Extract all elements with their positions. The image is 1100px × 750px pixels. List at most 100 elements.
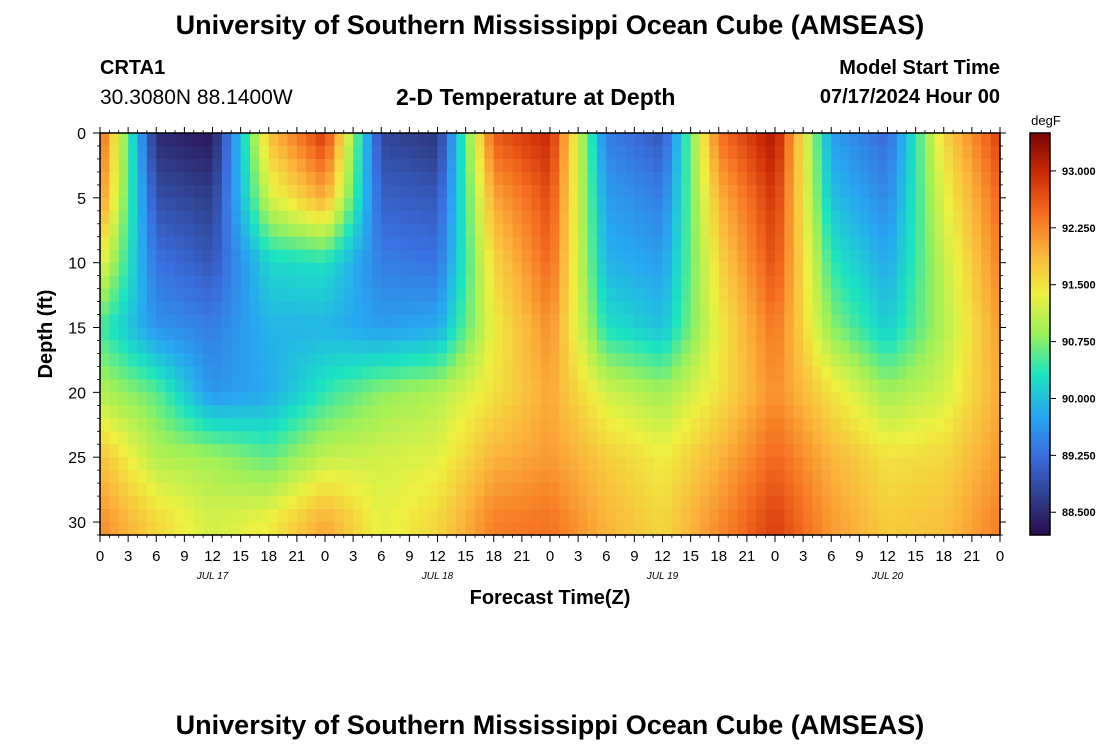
- heatmap-cell: [296, 184, 307, 199]
- heatmap-cell: [756, 171, 767, 186]
- heatmap-cell: [681, 470, 692, 484]
- heatmap-cell: [606, 236, 617, 251]
- heatmap-cell: [793, 171, 804, 186]
- heatmap-cell: [521, 431, 532, 445]
- heatmap-cell: [268, 223, 279, 238]
- heatmap-cell: [184, 327, 195, 342]
- heatmap-cell: [400, 145, 410, 160]
- heatmap-cell: [428, 275, 439, 290]
- heatmap-cell: [812, 197, 823, 212]
- heatmap-cell: [803, 275, 814, 290]
- heatmap-cell: [765, 340, 776, 355]
- heatmap-cell: [625, 249, 635, 264]
- heatmap-cell: [493, 418, 504, 432]
- heatmap-cell: [446, 379, 457, 393]
- heatmap-cell: [840, 379, 851, 393]
- heatmap-cell: [568, 262, 579, 277]
- heatmap-cell: [221, 509, 232, 523]
- heatmap-cell: [690, 262, 701, 277]
- heatmap-cell: [371, 340, 382, 355]
- heatmap-cell: [671, 379, 682, 393]
- heatmap-cell: [756, 145, 767, 160]
- heatmap-cell: [231, 470, 242, 484]
- heatmap-cell: [381, 171, 392, 186]
- heatmap-cell: [775, 509, 785, 523]
- heatmap-cell: [765, 275, 776, 290]
- x-tick-label: 0: [546, 548, 554, 565]
- heatmap-cell: [606, 210, 617, 225]
- heatmap-cell: [193, 210, 204, 225]
- heatmap-cell: [418, 314, 429, 329]
- heatmap-cell: [418, 457, 429, 471]
- heatmap-cell: [109, 210, 120, 225]
- heatmap-cell: [278, 340, 289, 355]
- heatmap-cell: [962, 171, 973, 186]
- heatmap-cell: [381, 133, 392, 147]
- heatmap-cell: [175, 405, 185, 419]
- x-tick-label: 3: [574, 548, 582, 565]
- heatmap-cell: [925, 327, 935, 342]
- heatmap-cell: [803, 184, 814, 199]
- heatmap-cell: [259, 314, 270, 329]
- heatmap-cell: [109, 288, 120, 303]
- heatmap-cell: [512, 431, 523, 445]
- heatmap-cell: [175, 444, 185, 458]
- heatmap-cell: [353, 145, 364, 160]
- heatmap-cell: [850, 353, 860, 368]
- heatmap-cell: [231, 405, 242, 419]
- heatmap-cell: [409, 171, 420, 186]
- heatmap-cell: [278, 262, 289, 277]
- heatmap-cell: [728, 145, 739, 160]
- heatmap-cell: [231, 353, 242, 368]
- heatmap-cell: [231, 379, 242, 393]
- heatmap-cell: [371, 223, 382, 238]
- heatmap-cell: [306, 171, 317, 186]
- heatmap-cell: [540, 405, 551, 419]
- heatmap-cell: [203, 470, 214, 484]
- heatmap-cell: [428, 444, 439, 458]
- heatmap-cell: [137, 418, 148, 432]
- heatmap-cell: [212, 405, 223, 419]
- heatmap-cell: [512, 405, 523, 419]
- heatmap-cell: [653, 288, 664, 303]
- heatmap-cell: [775, 288, 785, 303]
- heatmap-cell: [606, 249, 617, 264]
- heatmap-cell: [512, 470, 523, 484]
- heatmap-cell: [634, 184, 645, 199]
- heatmap-cell: [221, 431, 232, 445]
- heatmap-cell: [709, 522, 720, 536]
- heatmap-cell: [296, 210, 307, 225]
- heatmap-cell: [578, 418, 589, 432]
- heatmap-cell: [962, 418, 973, 432]
- heatmap-cell: [212, 327, 223, 342]
- heatmap-cell: [315, 509, 326, 523]
- heatmap-cell: [690, 457, 701, 471]
- heatmap-cell: [325, 405, 335, 419]
- heatmap-cell: [540, 133, 551, 147]
- heatmap-cell: [484, 223, 495, 238]
- heatmap-cell: [250, 418, 260, 432]
- heatmap-cell: [184, 392, 195, 406]
- heatmap-cell: [606, 171, 617, 186]
- heatmap-cell: [165, 262, 176, 277]
- heatmap-cell: [137, 236, 148, 251]
- heatmap-cell: [100, 509, 110, 523]
- heatmap-cell: [381, 262, 392, 277]
- heatmap-cell: [287, 184, 298, 199]
- heatmap-cell: [803, 340, 814, 355]
- heatmap-cell: [118, 262, 129, 277]
- heatmap-cell: [812, 405, 823, 419]
- heatmap-cell: [203, 340, 214, 355]
- heatmap-cell: [981, 418, 992, 432]
- heatmap-cell: [418, 431, 429, 445]
- heatmap-cell: [540, 353, 551, 368]
- heatmap-cell: [418, 444, 429, 458]
- heatmap-cell: [821, 496, 832, 510]
- heatmap-cell: [353, 509, 364, 523]
- heatmap-cell: [596, 184, 607, 199]
- heatmap-cell: [343, 457, 354, 471]
- heatmap-cell: [278, 522, 289, 536]
- heatmap-cell: [109, 223, 120, 238]
- heatmap-cell: [325, 496, 335, 510]
- heatmap-cell: [137, 431, 148, 445]
